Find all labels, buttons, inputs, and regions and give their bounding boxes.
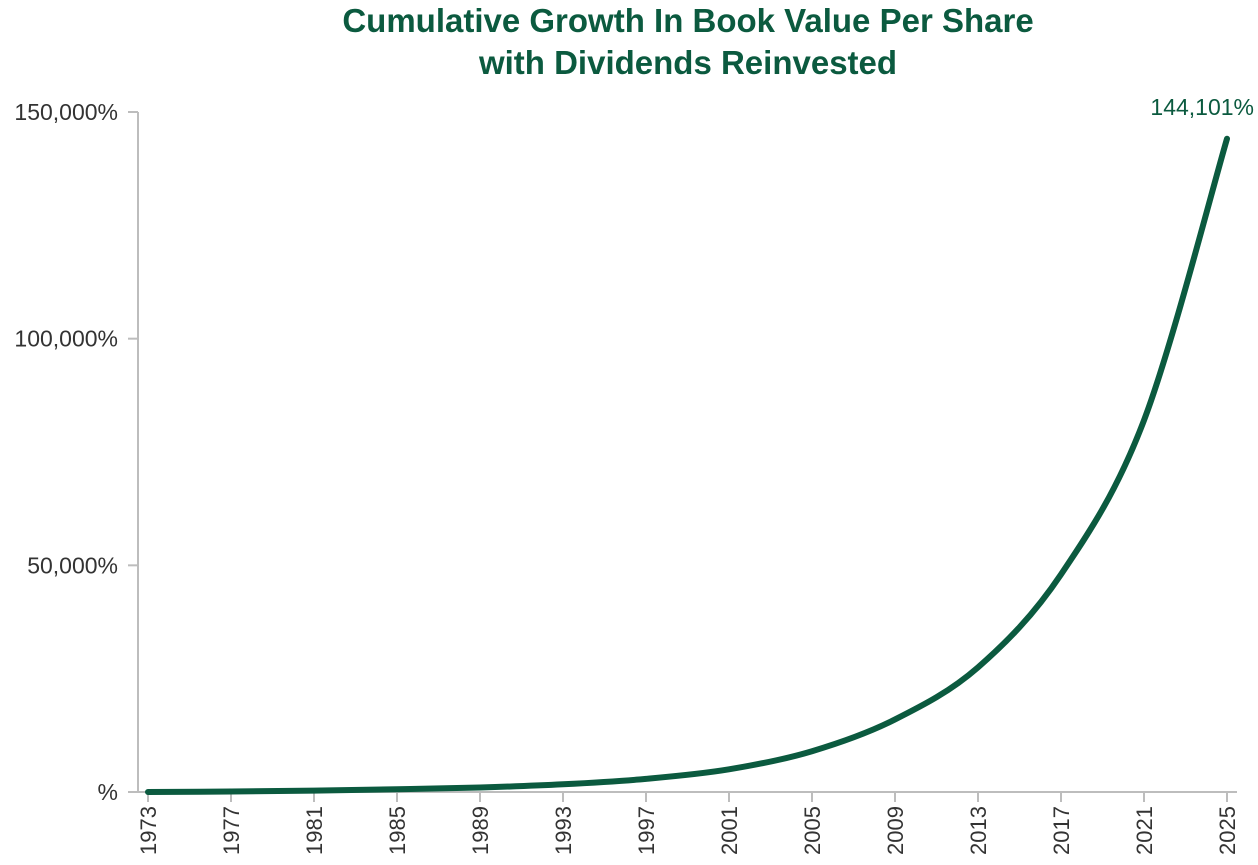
x-tick-label: 1981 — [302, 806, 327, 855]
x-tick-label: 1989 — [468, 806, 493, 855]
y-axis: % 50,000% 100,000% 150,000% — [14, 99, 139, 805]
x-tick-label: 2025 — [1215, 806, 1240, 855]
x-tick-label: 1977 — [219, 806, 244, 855]
y-tick-label: 150,000% — [14, 99, 118, 125]
x-axis: 1973 1977 1981 1985 1989 1993 1997 2001 2005 2009… — [136, 791, 1240, 855]
x-tick-label: 1997 — [634, 806, 659, 855]
x-tick-label: 2021 — [1132, 806, 1157, 855]
x-tick-label: 2013 — [966, 806, 991, 855]
x-tick-label: 2017 — [1049, 806, 1074, 855]
series — [145, 135, 1230, 795]
x-tick-label: 1985 — [385, 806, 410, 855]
x-tick-label: 2005 — [800, 806, 825, 855]
x-tick-label: 2009 — [883, 806, 908, 855]
x-tick-label: 1973 — [136, 806, 161, 855]
y-tick-label: 50,000% — [27, 552, 118, 578]
x-tick-label: 1993 — [551, 806, 576, 855]
chart-title: Cumulative Growth In Book Value Per Shar… — [0, 0, 1258, 84]
chart-title-line2: with Dividends Reinvested — [478, 44, 898, 81]
chart-title-line1: Cumulative Growth In Book Value Per Shar… — [342, 2, 1034, 39]
y-tick-label: 100,000% — [14, 326, 118, 352]
x-tick-label: 2001 — [717, 806, 742, 855]
y-tick-label: % — [98, 779, 118, 805]
end-value-label: 144,101% — [1150, 94, 1254, 120]
series-line — [145, 135, 1230, 795]
